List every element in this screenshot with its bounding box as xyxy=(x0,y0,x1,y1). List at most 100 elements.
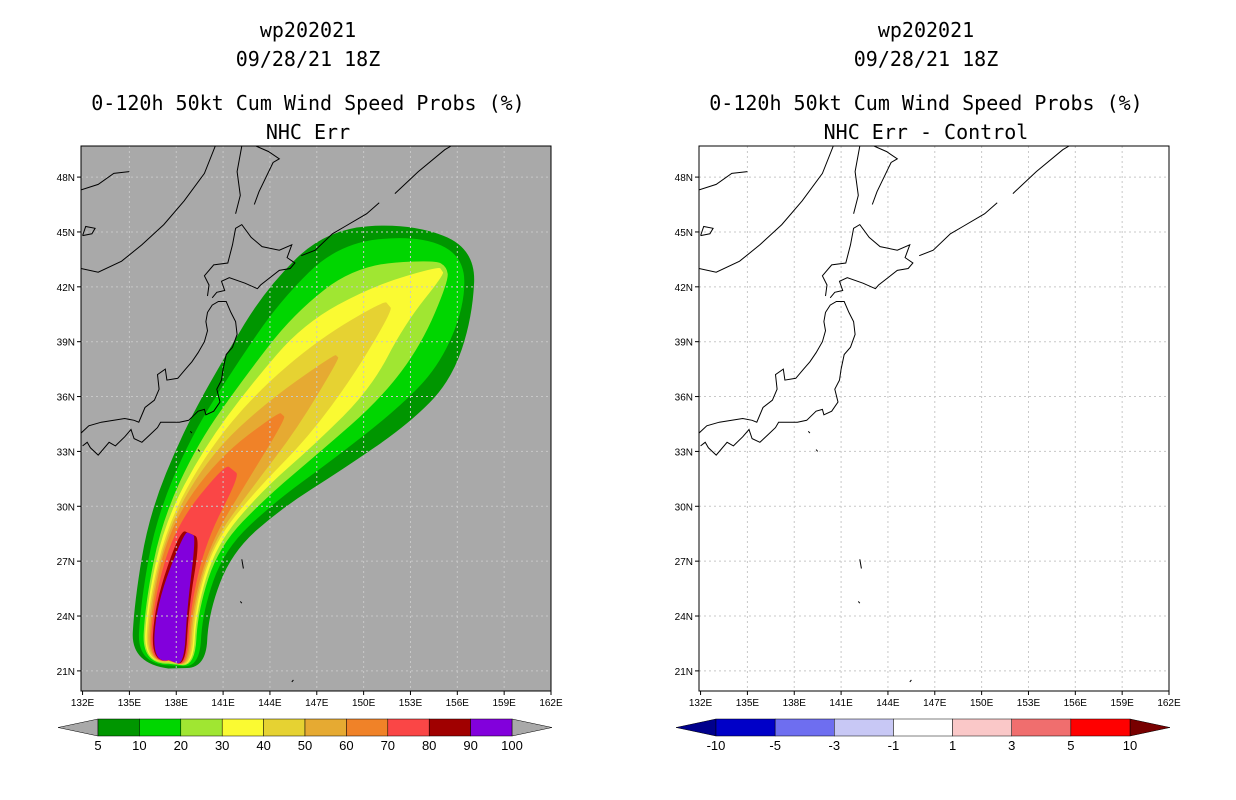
left-coastline xyxy=(81,171,130,191)
right-lon-label: 150E xyxy=(970,698,994,709)
left-colorbar-swatch xyxy=(180,718,223,737)
left-colorbar-label: 40 xyxy=(256,738,270,753)
left-coastline xyxy=(81,301,238,456)
left-lat-label: 48N xyxy=(57,173,75,184)
left-colorbar-low-arrow xyxy=(57,718,99,737)
right-lat-label: 42N xyxy=(675,283,693,294)
right-coastline xyxy=(909,679,912,683)
right-lat-label: 36N xyxy=(675,393,693,404)
left-lon-label: 138E xyxy=(165,698,189,709)
left-colorbar-label: 50 xyxy=(298,738,312,753)
right-map-background xyxy=(699,146,1169,691)
left-colorbar-label: 70 xyxy=(381,738,395,753)
left-lon-label: 159E xyxy=(492,698,516,709)
left-lat-label: 27N xyxy=(57,557,75,568)
left-colorbar-high-arrow xyxy=(511,718,553,737)
left-lon-label: 141E xyxy=(211,698,235,709)
right-colorbar-swatch xyxy=(774,718,835,737)
left-lat-label: 24N xyxy=(57,612,75,623)
left-colorbar-swatch xyxy=(346,718,389,737)
left-map-panel: 132E 135E 138E 141E 144E 147E 150E 153E 156E 159E… xyxy=(57,145,563,709)
right-colorbar-swatch xyxy=(715,718,776,737)
right-lon-label: 156E xyxy=(1064,698,1088,709)
left-coastline xyxy=(394,146,452,194)
left-lon-label: 150E xyxy=(352,698,376,709)
right-lon-label: 141E xyxy=(829,698,853,709)
left-colorbar-label: 30 xyxy=(215,738,229,753)
right-colorbar: -10 -5 -3 -1 1 3 5 10 xyxy=(675,718,1171,753)
left-colorbar-swatch xyxy=(304,718,347,737)
right-coastline xyxy=(1012,146,1070,194)
right-map-frame xyxy=(698,145,1170,692)
left-lon-label: 147E xyxy=(305,698,329,709)
right-coastline xyxy=(919,202,998,257)
right-colorbar-swatch xyxy=(893,718,953,737)
left-coastline xyxy=(241,559,244,569)
left-lon-label: 132E xyxy=(71,698,95,709)
right-colorbar-swatch xyxy=(834,718,894,737)
right-lat-label: 33N xyxy=(675,447,693,458)
right-colorbar-label: -10 xyxy=(707,738,726,753)
left-coastline xyxy=(81,146,216,273)
right-colorbar-label: 5 xyxy=(1067,738,1074,753)
left-title-product: 0-120h 50kt Cum Wind Speed Probs (%) xyxy=(91,91,525,115)
left-colorbar-swatch xyxy=(470,718,513,737)
left-lat-label: 33N xyxy=(57,447,75,458)
left-colorbar-label: 90 xyxy=(463,738,477,753)
right-lat-label: 45N xyxy=(675,228,693,239)
right-coastline xyxy=(699,146,834,273)
right-lat-label: 39N xyxy=(675,338,693,349)
left-lat-label: 30N xyxy=(57,502,75,513)
left-colorbar-swatch xyxy=(387,718,430,737)
left-colorbar-label: 10 xyxy=(132,738,146,753)
left-colorbar-label: 100 xyxy=(501,738,523,753)
right-colorbar-label: 1 xyxy=(949,738,956,753)
right-coastline xyxy=(821,223,914,299)
right-coastline xyxy=(857,601,861,604)
right-lat-label: 48N xyxy=(675,173,693,184)
right-lon-label: 153E xyxy=(1017,698,1041,709)
left-title-dataset: wp202021 xyxy=(259,18,357,42)
left-swath-30-percent xyxy=(145,268,444,665)
left-coastline xyxy=(239,601,243,604)
right-lon-label: 135E xyxy=(736,698,760,709)
right-colorbar-swatch xyxy=(952,718,1012,737)
right-colorbar-swatch xyxy=(1011,718,1072,737)
right-title-subtitle: NHC Err - Control xyxy=(823,120,1029,144)
left-colorbar-swatch xyxy=(139,718,182,737)
left-lat-label: 45N xyxy=(57,228,75,239)
left-lon-label: 156E xyxy=(446,698,470,709)
right-colorbar-label: -1 xyxy=(888,738,900,753)
right-colorbar-label: 3 xyxy=(1008,738,1015,753)
right-lat-label: 21N xyxy=(675,667,693,678)
right-coastline xyxy=(859,559,862,569)
right-colorbar-swatch xyxy=(1070,718,1131,737)
left-lon-label: 162E xyxy=(539,698,563,709)
right-coastline xyxy=(815,449,819,452)
left-coastline xyxy=(197,449,201,452)
right-lon-label: 162E xyxy=(1157,698,1181,709)
left-colorbar-swatch xyxy=(428,718,471,737)
right-coastline xyxy=(699,301,856,456)
right-title-date: 09/28/21 18Z xyxy=(853,47,999,71)
left-colorbar-label: 20 xyxy=(174,738,188,753)
left-colorbar: 5 10 20 30 40 50 60 70 80 90 100 xyxy=(57,718,553,753)
right-coastline xyxy=(699,171,748,191)
left-coastline xyxy=(235,146,243,214)
left-lon-label: 153E xyxy=(399,698,423,709)
left-lat-label: 42N xyxy=(57,283,75,294)
left-lat-label: 39N xyxy=(57,338,75,349)
left-coastline xyxy=(189,430,193,434)
left-lon-label: 135E xyxy=(118,698,142,709)
left-colorbar-swatch xyxy=(263,718,306,737)
left-title-subtitle: NHC Err xyxy=(265,120,351,144)
right-colorbar-label: -5 xyxy=(769,738,781,753)
left-coastline xyxy=(253,146,281,205)
right-coastline xyxy=(871,146,899,205)
right-coastline xyxy=(700,225,714,237)
left-map-frame xyxy=(80,145,552,692)
right-title-product: 0-120h 50kt Cum Wind Speed Probs (%) xyxy=(709,91,1143,115)
left-colorbar-label: 80 xyxy=(422,738,436,753)
right-lat-label: 24N xyxy=(675,612,693,623)
